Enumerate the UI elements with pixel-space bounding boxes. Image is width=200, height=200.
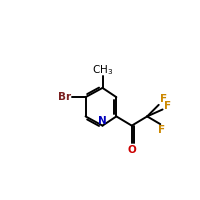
Text: N: N (98, 116, 107, 126)
Text: CH$_3$: CH$_3$ (92, 63, 113, 77)
Text: F: F (158, 125, 165, 135)
Text: F: F (160, 94, 167, 104)
Text: F: F (164, 101, 172, 111)
Text: O: O (127, 145, 136, 155)
Text: Br: Br (58, 92, 71, 102)
